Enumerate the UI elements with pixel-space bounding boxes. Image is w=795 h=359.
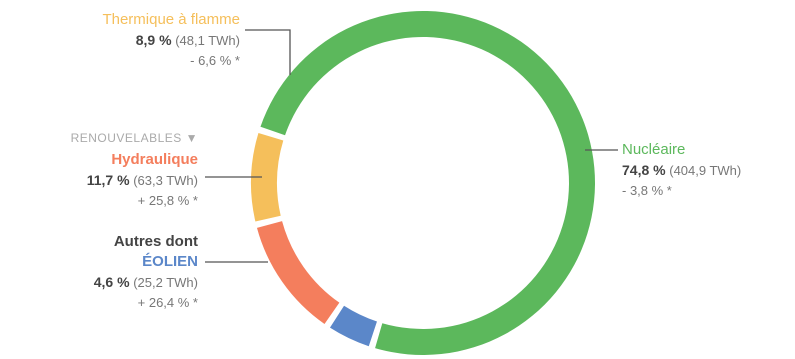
- hydraulique-energy: 63,3 TWh: [137, 173, 194, 188]
- label-hydraulique: Hydraulique 11,7 % (63,3 TWh) + 25,8 % *: [0, 150, 198, 211]
- nucleaire-percent: 74,8 %: [622, 162, 666, 178]
- label-eolien: Autres dont ÉOLIEN 4,6 % (25,2 TWh) + 26…: [0, 232, 198, 313]
- nucleaire-change: - 3,8 % *: [622, 183, 672, 198]
- thermique-name: Thermique à flamme: [102, 11, 240, 28]
- thermique-percent: 8,9 %: [135, 32, 172, 48]
- hydraulique-change: + 25,8 % *: [137, 193, 198, 208]
- donut-segment-thermique[interactable]: [251, 132, 284, 222]
- label-thermique: Thermique à flamme 8,9 % (48,1 TWh) - 6,…: [20, 10, 240, 71]
- eolien-percent: 4,6 %: [93, 274, 130, 290]
- eolien-name: ÉOLIEN: [142, 253, 198, 270]
- nucleaire-name: Nucléaire: [622, 141, 686, 158]
- eolien-change: + 26,4 % *: [137, 295, 198, 310]
- eolien-energy: 25,2 TWh: [137, 275, 194, 290]
- renouvelables-group-label[interactable]: RENOUVELABLES ▼: [70, 131, 198, 145]
- donut-segment-eolien[interactable]: [329, 305, 377, 347]
- nucleaire-energy: 404,9 TWh: [673, 163, 737, 178]
- thermique-energy: 48,1 TWh: [179, 33, 236, 48]
- hydraulique-name: Hydraulique: [111, 151, 198, 168]
- label-nucleaire: Nucléaire 74,8 % (404,9 TWh) - 3,8 % *: [622, 140, 741, 201]
- donut-segment-hydraulique[interactable]: [256, 221, 340, 324]
- hydraulique-percent: 11,7 %: [86, 172, 130, 188]
- leader-thermique: [245, 29, 291, 75]
- eolien-prefix: Autres dont: [113, 233, 198, 250]
- thermique-change: - 6,6 % *: [190, 53, 240, 68]
